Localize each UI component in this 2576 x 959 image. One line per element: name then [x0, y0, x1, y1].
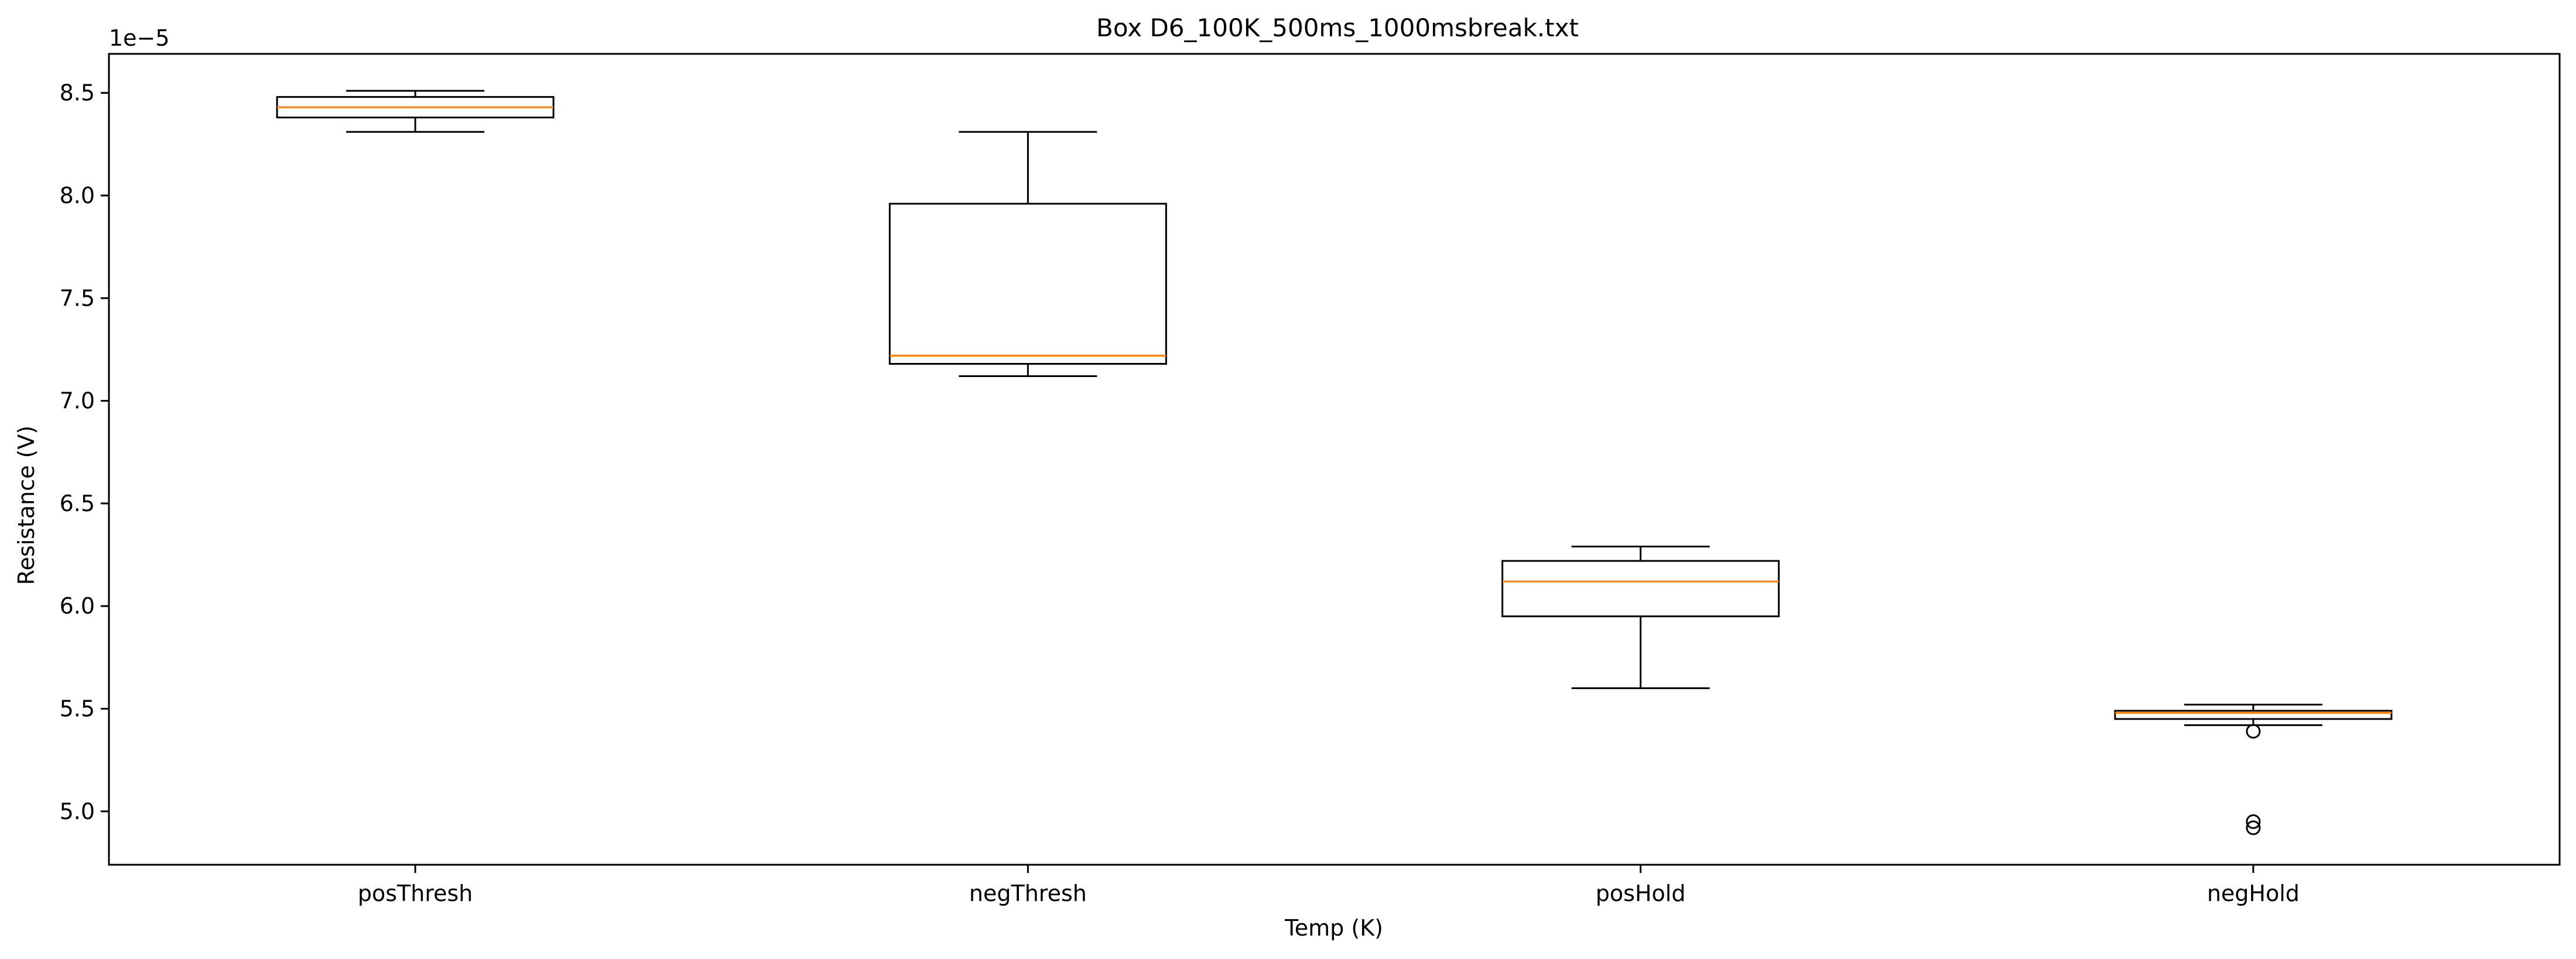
- y-tick-label: 5.0: [60, 799, 95, 824]
- y-tick-label: 6.0: [60, 593, 95, 619]
- flier-point: [2246, 724, 2261, 739]
- boxes-layer: [276, 90, 2393, 835]
- x-tick-label: posThresh: [358, 881, 473, 906]
- box-negThresh: [888, 131, 1167, 377]
- x-ticks-layer: posThresh negThresh posHold negHold: [358, 865, 2300, 906]
- box-posHold: [1501, 546, 1780, 689]
- y-tick-label: 8.5: [60, 80, 95, 106]
- box-iqr: [888, 203, 1167, 365]
- box-iqr: [2114, 710, 2393, 720]
- box-negHold: [2114, 704, 2393, 835]
- y-tick-label: 7.5: [60, 285, 95, 311]
- flier-point: [2246, 820, 2261, 835]
- box-posThresh: [276, 90, 555, 133]
- chart-title: Box D6_100K_500ms_1000msbreak.txt: [1096, 13, 1579, 42]
- y-axis-label: Resistance (V): [13, 426, 39, 585]
- y-ticks-layer: 5.0 5.5 6.0 6.5 7.0 7.5 8.0 8.5: [60, 80, 109, 824]
- flier-point: [2246, 814, 2261, 829]
- x-tick-label: negHold: [2207, 881, 2300, 906]
- x-axis-label: Temp (K): [1284, 915, 1383, 941]
- box-iqr: [1501, 560, 1780, 618]
- x-tick-label: negThresh: [969, 881, 1087, 906]
- y-tick-label: 5.5: [60, 696, 95, 722]
- y-tick-label: 6.5: [60, 491, 95, 516]
- y-tick-label: 7.0: [60, 388, 95, 414]
- x-tick-label: posHold: [1596, 881, 1686, 906]
- y-tick-label: 8.0: [60, 183, 95, 208]
- plot-area-frame: [108, 53, 2561, 866]
- y-offset-text: 1e−5: [109, 25, 170, 51]
